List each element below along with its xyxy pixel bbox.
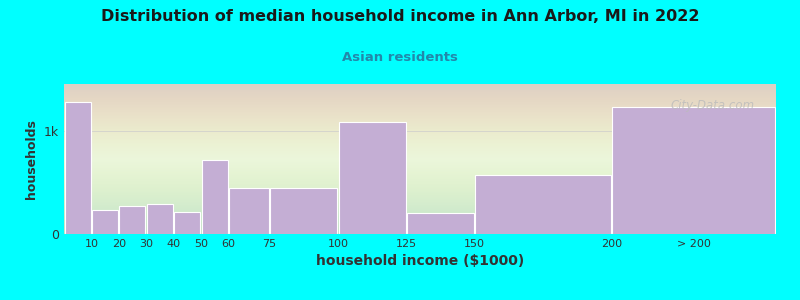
Text: City-Data.com: City-Data.com — [670, 99, 754, 112]
Bar — [174, 212, 200, 234]
Bar — [229, 188, 269, 234]
Bar — [338, 122, 406, 234]
Bar — [475, 175, 611, 234]
Bar — [407, 213, 474, 234]
Bar — [147, 204, 173, 234]
Text: Asian residents: Asian residents — [342, 51, 458, 64]
Text: Distribution of median household income in Ann Arbor, MI in 2022: Distribution of median household income … — [101, 9, 699, 24]
X-axis label: household income ($1000): household income ($1000) — [316, 254, 524, 268]
Bar — [119, 206, 146, 234]
Bar — [202, 160, 228, 234]
Bar — [65, 102, 90, 234]
Bar — [92, 210, 118, 234]
Bar — [270, 188, 337, 234]
Y-axis label: households: households — [26, 119, 38, 199]
Bar — [612, 107, 775, 234]
